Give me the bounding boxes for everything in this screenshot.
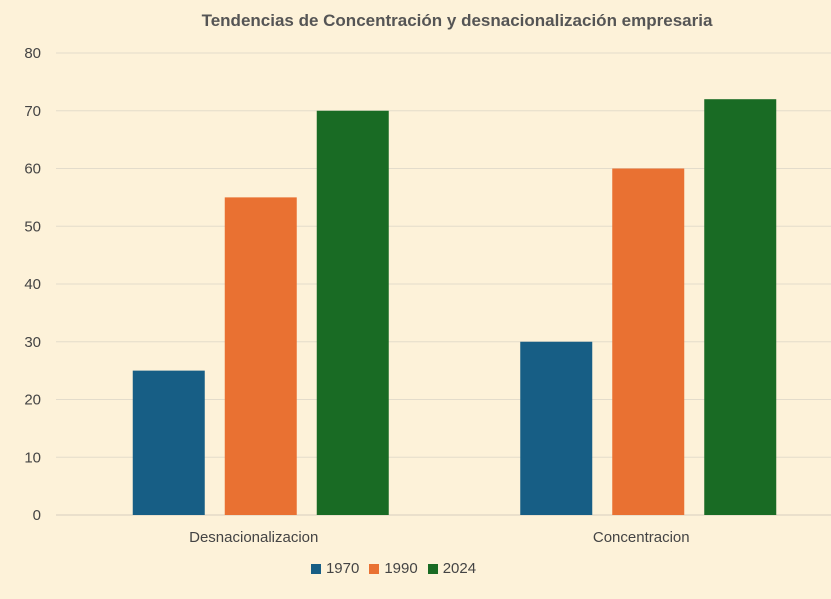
legend-label: 1970 [325, 560, 360, 577]
bar-2024-desnacionalizacion [316, 110, 389, 515]
y-tick-label: 20 [24, 392, 41, 409]
y-tick-label: 70 [24, 103, 41, 120]
legend-item-1970: 1970 [310, 560, 360, 577]
legend-item-1990: 1990 [369, 560, 418, 577]
legend-swatch [310, 563, 321, 574]
bar-1990-concentracion [612, 168, 685, 515]
y-tick-label: 30 [24, 334, 41, 351]
y-tick-label: 0 [33, 507, 41, 524]
bar-1970-concentracion [520, 341, 593, 515]
legend-item-2024: 2024 [427, 560, 477, 577]
x-tick-label: Concentracion [593, 529, 690, 546]
legend-swatch [369, 563, 380, 574]
chart-title: Tendencias de Concentración y desnaciona… [201, 11, 713, 30]
legend-swatch [427, 563, 438, 574]
legend: 1970 1990 2024 [0, 560, 831, 577]
bar-2024-concentracion [704, 99, 777, 515]
y-tick-label: 60 [24, 161, 41, 178]
y-tick-label: 80 [24, 45, 41, 62]
legend-label: 1990 [384, 560, 418, 577]
legend-label: 2024 [442, 560, 477, 577]
y-tick-label: 10 [24, 449, 41, 466]
y-tick-label: 50 [24, 218, 41, 235]
bar-1970-desnacionalizacion [132, 370, 205, 515]
y-tick-label: 40 [24, 276, 41, 293]
bar-1990-desnacionalizacion [224, 197, 297, 515]
x-tick-label: Desnacionalizacion [189, 529, 318, 546]
